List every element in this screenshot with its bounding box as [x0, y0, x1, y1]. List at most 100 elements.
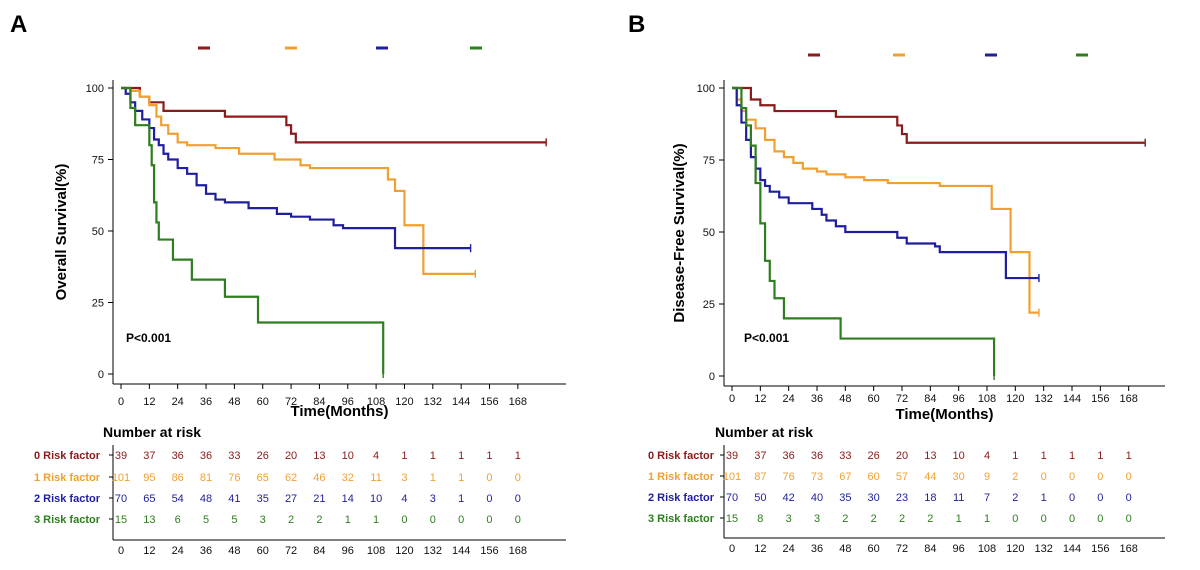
survival-curve: [121, 86, 547, 144]
risk-count: 1: [458, 493, 464, 505]
risk-count: 1: [1041, 492, 1047, 504]
risk-x-tick-label: 84: [924, 543, 936, 555]
risk-x-tick-label: 84: [313, 545, 325, 557]
risk-x-tick-label: 36: [200, 545, 212, 557]
risk-count: 0: [1069, 471, 1075, 483]
x-tick-label: 24: [783, 393, 795, 405]
risk-count: 1: [430, 472, 436, 484]
risk-count: 0: [458, 514, 464, 526]
risk-count: 1: [1012, 450, 1018, 462]
risk-count: 101: [112, 472, 130, 484]
y-tick-label: 100: [697, 83, 715, 95]
risk-x-tick-label: 72: [896, 543, 908, 555]
y-axis-title: Overall Survival(%): [53, 164, 70, 301]
risk-count: 1: [1069, 450, 1075, 462]
risk-count: 101: [723, 471, 741, 483]
risk-count: 0: [515, 514, 521, 526]
x-tick-label: 120: [395, 396, 413, 408]
risk-count: 0: [1097, 513, 1103, 525]
risk-count: 2: [927, 513, 933, 525]
x-tick-label: 144: [1063, 393, 1081, 405]
risk-count: 37: [143, 450, 155, 462]
x-tick-label: 12: [143, 396, 155, 408]
risk-count: 54: [172, 493, 184, 505]
risk-count: 0: [1097, 471, 1103, 483]
risk-x-tick-label: 48: [228, 545, 240, 557]
risk-count: 6: [175, 514, 181, 526]
risk-count: 36: [172, 450, 184, 462]
risk-count: 5: [203, 514, 209, 526]
risk-count: 35: [257, 493, 269, 505]
risk-x-tick-label: 96: [953, 543, 965, 555]
risk-count: 1: [984, 513, 990, 525]
risk-count: 26: [257, 450, 269, 462]
risk-count: 87: [754, 471, 766, 483]
risk-count: 33: [228, 450, 240, 462]
risk-count: 37: [754, 450, 766, 462]
risk-x-tick-label: 108: [367, 545, 385, 557]
risk-count: 0: [1012, 513, 1018, 525]
risk-x-tick-label: 108: [978, 543, 996, 555]
risk-count: 1: [458, 450, 464, 462]
x-tick-label: 108: [978, 393, 996, 405]
risk-count: 2: [842, 513, 848, 525]
x-tick-label: 84: [924, 393, 936, 405]
x-tick-label: 48: [839, 393, 851, 405]
risk-count: 0: [1126, 492, 1132, 504]
y-tick-label: 25: [92, 298, 104, 310]
risk-count: 2: [899, 513, 905, 525]
x-tick-label: 72: [896, 393, 908, 405]
x-tick-label: 156: [1091, 393, 1109, 405]
risk-count: 46: [313, 472, 325, 484]
risk-count: 35: [839, 492, 851, 504]
risk-table-title: Number at risk: [103, 424, 201, 440]
risk-count: 0: [1097, 492, 1103, 504]
risk-count: 0: [1041, 513, 1047, 525]
risk-count: 81: [200, 472, 212, 484]
risk-x-tick-label: 72: [285, 545, 297, 557]
y-tick-label: 25: [703, 299, 715, 311]
risk-count: 1: [345, 514, 351, 526]
risk-row-label: 1 Risk factor: [34, 472, 101, 484]
y-tick-label: 75: [92, 155, 104, 167]
risk-count: 0: [1069, 513, 1075, 525]
risk-row-label: 0 Risk factor: [34, 450, 101, 462]
risk-count: 48: [200, 493, 212, 505]
survival-curve: [121, 86, 471, 250]
risk-count: 4: [401, 493, 407, 505]
risk-count: 3: [430, 493, 436, 505]
survival-curve: [732, 86, 1146, 144]
risk-count: 70: [726, 492, 738, 504]
risk-x-tick-label: 0: [729, 543, 735, 555]
panel-a-letter: A: [10, 11, 27, 38]
x-axis-title: Time(Months): [290, 403, 388, 420]
risk-count: 42: [783, 492, 795, 504]
risk-count: 0: [486, 493, 492, 505]
risk-x-tick-label: 132: [1034, 543, 1052, 555]
risk-count: 36: [811, 450, 823, 462]
risk-count: 39: [115, 450, 127, 462]
risk-count: 15: [726, 513, 738, 525]
x-tick-label: 144: [452, 396, 470, 408]
risk-count: 30: [868, 492, 880, 504]
x-tick-label: 36: [811, 393, 823, 405]
risk-count: 8: [757, 513, 763, 525]
risk-count: 18: [924, 492, 936, 504]
x-tick-label: 12: [754, 393, 766, 405]
risk-count: 20: [285, 450, 297, 462]
x-tick-label: 0: [729, 393, 735, 405]
x-tick-label: 60: [257, 396, 269, 408]
risk-count: 44: [924, 471, 936, 483]
x-tick-label: 168: [509, 396, 527, 408]
risk-count: 33: [839, 450, 851, 462]
risk-count: 76: [228, 472, 240, 484]
risk-count: 1: [1126, 450, 1132, 462]
risk-count: 1: [401, 450, 407, 462]
y-tick-label: 0: [709, 371, 715, 383]
risk-count: 26: [868, 450, 880, 462]
risk-count: 40: [811, 492, 823, 504]
risk-count: 7: [984, 492, 990, 504]
risk-count: 76: [783, 471, 795, 483]
risk-count: 1: [1097, 450, 1103, 462]
